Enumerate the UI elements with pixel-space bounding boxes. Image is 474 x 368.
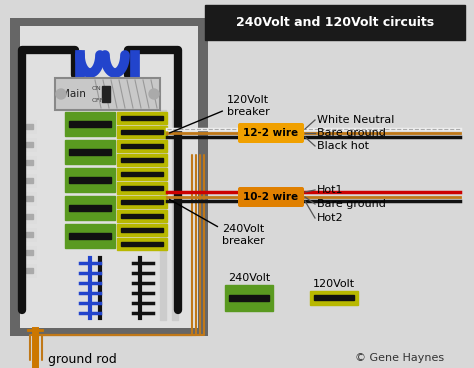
Bar (23, 174, 36, 187)
Bar (26, 160, 33, 165)
Bar (23, 264, 36, 277)
Bar (26, 250, 33, 255)
Bar (26, 178, 33, 183)
Bar (205, 5, 465, 40)
Bar (26, 196, 33, 201)
Bar (121, 172, 163, 176)
Bar (23, 228, 36, 241)
Bar (69, 205, 111, 211)
FancyBboxPatch shape (238, 123, 304, 143)
Bar (121, 116, 163, 120)
Bar (121, 228, 163, 232)
Circle shape (149, 89, 159, 99)
FancyBboxPatch shape (238, 187, 304, 207)
Bar (55, 78, 160, 110)
Bar (121, 200, 163, 204)
Bar (65, 196, 115, 220)
Bar (121, 214, 163, 218)
Bar (69, 121, 111, 127)
Text: 120Volt: 120Volt (313, 279, 355, 289)
Bar (117, 224, 167, 236)
Text: ON: ON (92, 85, 102, 91)
Bar (117, 126, 167, 138)
Bar (121, 144, 163, 148)
Text: ground rod: ground rod (48, 354, 117, 367)
Bar (65, 112, 115, 136)
Text: © Gene Haynes: © Gene Haynes (356, 353, 445, 363)
Circle shape (56, 89, 66, 99)
Text: 10-2 wire: 10-2 wire (244, 192, 299, 202)
Bar (121, 158, 163, 162)
Bar (117, 112, 167, 124)
Bar (69, 177, 111, 183)
Text: 240Volt and 120Volt circuits: 240Volt and 120Volt circuits (236, 17, 434, 29)
Text: 240Volt
breaker: 240Volt breaker (222, 224, 265, 246)
Text: Bare ground: Bare ground (317, 128, 386, 138)
Bar (102, 86, 110, 102)
Bar (310, 291, 358, 305)
Text: OFF: OFF (92, 98, 104, 103)
Text: Main: Main (61, 89, 85, 99)
Text: 12-2 wire: 12-2 wire (244, 128, 299, 138)
Bar (160, 110, 166, 320)
Bar (23, 156, 36, 169)
Bar (26, 232, 33, 237)
Bar (117, 210, 167, 222)
Bar (117, 140, 167, 152)
Bar (23, 210, 36, 223)
Bar (65, 168, 115, 192)
Bar (26, 142, 33, 147)
Text: Black hot: Black hot (317, 141, 369, 151)
Bar (20, 26, 198, 328)
Text: Hot1: Hot1 (317, 185, 344, 195)
Text: 240Volt: 240Volt (228, 273, 270, 283)
Bar (117, 182, 167, 194)
Bar (314, 295, 354, 300)
Bar (69, 149, 111, 155)
Bar (26, 268, 33, 273)
Bar (26, 214, 33, 219)
Bar (229, 295, 269, 301)
Bar (117, 238, 167, 250)
Bar (172, 110, 178, 320)
Bar (65, 224, 115, 248)
Bar (117, 168, 167, 180)
Bar (121, 186, 163, 190)
Bar (23, 138, 36, 151)
Bar (117, 196, 167, 208)
Bar (10, 18, 208, 336)
Bar (121, 242, 163, 246)
Bar (117, 154, 167, 166)
Bar (65, 140, 115, 164)
Bar (69, 233, 111, 239)
Bar (23, 192, 36, 205)
Text: Hot2: Hot2 (317, 213, 344, 223)
Text: 120Volt
breaker: 120Volt breaker (227, 95, 270, 117)
Text: Bare ground: Bare ground (317, 199, 386, 209)
Bar (23, 246, 36, 259)
Bar (26, 124, 33, 129)
Bar (121, 130, 163, 134)
Bar (23, 120, 36, 133)
Text: White Neutral: White Neutral (317, 115, 394, 125)
Bar (225, 285, 273, 311)
